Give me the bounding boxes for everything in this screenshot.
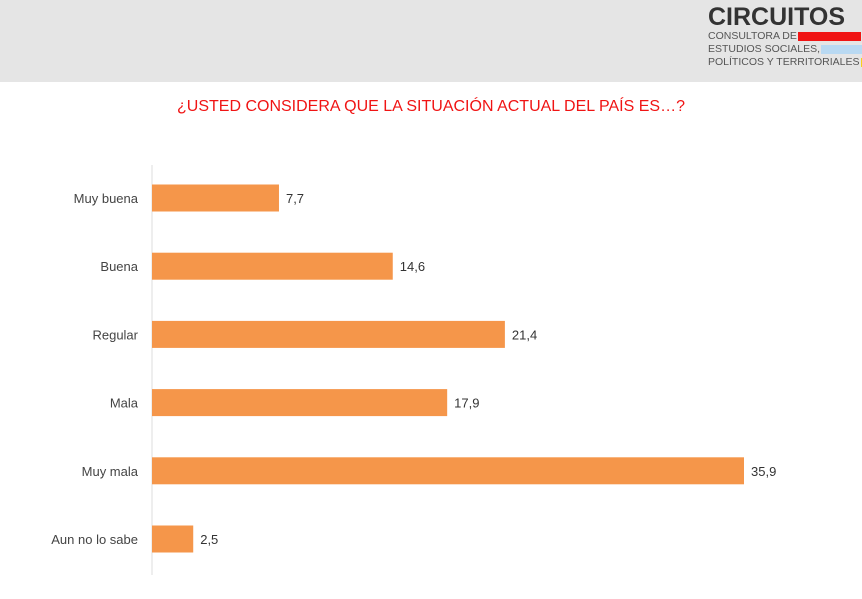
logo-blue-bar xyxy=(821,44,862,54)
logo-line-3: POLÍTICOS Y TERRITORIALES xyxy=(708,56,860,68)
logo-name: CIRCUITOS xyxy=(708,3,846,31)
logo-yellow-bar xyxy=(860,57,862,67)
circuitos-logo: CIRCUITOS CONSULTORA DE ESTUDIOS SOCIALE… xyxy=(708,3,862,69)
category-label: Regular xyxy=(92,327,138,342)
value-label: 14,6 xyxy=(400,259,425,274)
header-band: CIRCUITOS CONSULTORA DE ESTUDIOS SOCIALE… xyxy=(0,0,862,82)
category-label: Muy buena xyxy=(74,191,139,206)
value-label: 21,4 xyxy=(512,327,537,342)
bar-4 xyxy=(152,457,744,485)
category-label: Aun no lo sabe xyxy=(51,532,138,547)
value-label: 35,9 xyxy=(751,464,776,479)
bar-1 xyxy=(152,252,393,280)
category-label: Mala xyxy=(110,396,139,411)
bar-5 xyxy=(152,525,194,553)
logo-line-1: CONSULTORA DE xyxy=(708,30,797,42)
bar-3 xyxy=(152,389,448,417)
value-label: 17,9 xyxy=(454,396,479,411)
category-label: Muy mala xyxy=(82,464,139,479)
value-label: 2,5 xyxy=(200,532,218,547)
bar-2 xyxy=(152,320,505,348)
logo-line-2: ESTUDIOS SOCIALES, xyxy=(708,43,821,55)
category-label: Buena xyxy=(100,259,138,274)
bar-0 xyxy=(152,184,279,212)
value-label: 7,7 xyxy=(286,191,304,206)
chart-title: ¿USTED CONSIDERA QUE LA SITUACIÓN ACTUAL… xyxy=(177,98,685,115)
logo-red-bar xyxy=(797,31,861,41)
